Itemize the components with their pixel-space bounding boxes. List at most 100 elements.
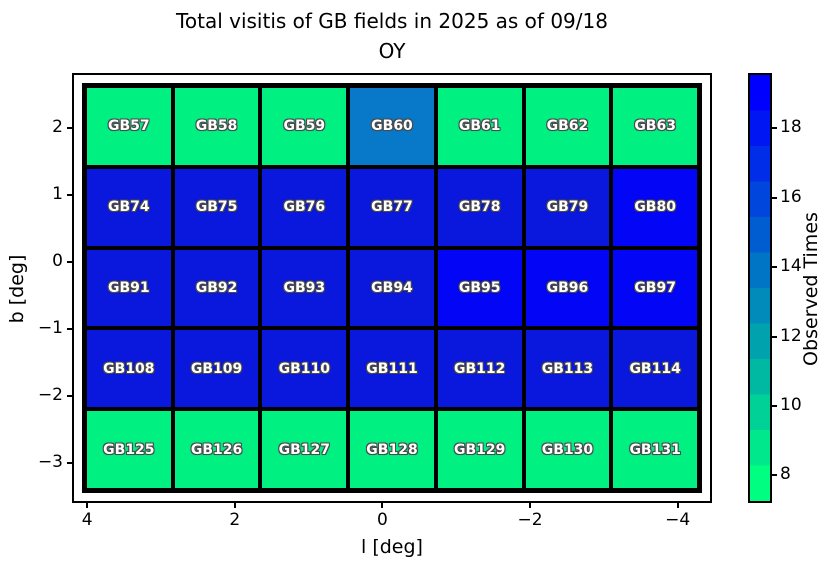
cell-label-GB80: GB80 bbox=[634, 199, 676, 216]
x-tick-mark bbox=[529, 503, 532, 508]
y-tick-mark bbox=[67, 194, 72, 197]
cell-label-GB94: GB94 bbox=[371, 279, 413, 296]
cell-label-GB58: GB58 bbox=[195, 118, 238, 135]
cell-label-GB129: GB129 bbox=[454, 441, 506, 458]
y-tick-mark bbox=[67, 328, 72, 331]
x-tick-mark bbox=[381, 503, 384, 508]
plot-area: GB57 GB58 GB59 GB60 GB61 GB62 GB63 GB74 GB75 GB76… bbox=[72, 73, 712, 503]
cell-GB97: GB97 bbox=[613, 249, 697, 327]
y-tick-mark bbox=[67, 461, 72, 464]
y-tick-mark bbox=[67, 261, 72, 264]
cell-GB131: GB131 bbox=[613, 411, 697, 488]
x-tick-label: 0 bbox=[376, 510, 388, 530]
cell-GB92: GB92 bbox=[174, 249, 259, 327]
cell-GB130: GB130 bbox=[525, 411, 610, 488]
colorbar-tick-label: 14 bbox=[780, 256, 802, 277]
cell-GB62: GB62 bbox=[525, 88, 610, 165]
cell-GB94: GB94 bbox=[350, 249, 434, 327]
y-tick-label: 0 bbox=[52, 251, 63, 272]
cell-label-GB79: GB79 bbox=[546, 199, 589, 216]
cell-GB80: GB80 bbox=[613, 168, 697, 246]
y-tick-label: −3 bbox=[37, 451, 63, 472]
x-tick-label: 2 bbox=[229, 510, 241, 530]
cell-label-GB108: GB108 bbox=[103, 360, 155, 377]
cell-GB127: GB127 bbox=[262, 411, 347, 488]
cell-label-GB125: GB125 bbox=[103, 441, 155, 458]
cell-label-GB127: GB127 bbox=[278, 441, 330, 458]
colorbar-tick-mark bbox=[772, 404, 777, 407]
cell-label-GB91: GB91 bbox=[108, 279, 150, 296]
cell-GB96: GB96 bbox=[525, 249, 610, 327]
cell-GB61: GB61 bbox=[437, 88, 522, 165]
cell-GB57: GB57 bbox=[87, 88, 171, 165]
cell-label-GB63: GB63 bbox=[634, 118, 676, 135]
x-tick-label: −2 bbox=[517, 510, 543, 530]
y-tick-label: 1 bbox=[52, 184, 63, 205]
colorbar-tick-mark bbox=[772, 196, 777, 199]
cell-label-GB110: GB110 bbox=[278, 360, 330, 377]
cell-GB75: GB75 bbox=[174, 168, 259, 246]
cell-label-GB111: GB111 bbox=[366, 360, 418, 377]
colorbar-tick-label: 18 bbox=[780, 117, 802, 138]
y-axis-label: b [deg] bbox=[6, 254, 28, 324]
cell-label-GB131: GB131 bbox=[629, 441, 681, 458]
heatmap-grid: GB57 GB58 GB59 GB60 GB61 GB62 GB63 GB74 GB75 GB76… bbox=[82, 83, 702, 493]
cell-GB129: GB129 bbox=[437, 411, 522, 488]
x-tick-label: 4 bbox=[81, 510, 93, 530]
cell-label-GB62: GB62 bbox=[546, 118, 589, 135]
cell-GB114: GB114 bbox=[613, 330, 697, 408]
cell-label-GB93: GB93 bbox=[283, 279, 326, 296]
cell-GB59: GB59 bbox=[262, 88, 347, 165]
cell-GB78: GB78 bbox=[437, 168, 522, 246]
cell-label-GB109: GB109 bbox=[190, 360, 243, 377]
cell-GB128: GB128 bbox=[350, 411, 434, 488]
y-tick-label: 2 bbox=[52, 117, 63, 138]
cell-label-GB78: GB78 bbox=[458, 199, 501, 216]
x-tick-mark bbox=[676, 503, 679, 508]
cell-GB63: GB63 bbox=[613, 88, 697, 165]
colorbar-tick-mark bbox=[772, 266, 777, 269]
cell-GB112: GB112 bbox=[437, 330, 522, 408]
colorbar-tick-mark bbox=[772, 335, 777, 338]
x-axis-label: l [deg] bbox=[361, 536, 423, 558]
chart-title-line1: Total visitis of GB fields in 2025 as of… bbox=[176, 9, 608, 33]
cell-label-GB128: GB128 bbox=[366, 441, 418, 458]
colorbar-tick-label: 12 bbox=[780, 325, 802, 346]
colorbar-tick-mark bbox=[772, 474, 777, 477]
y-tick-mark bbox=[67, 127, 72, 130]
cell-label-GB59: GB59 bbox=[283, 118, 326, 135]
cell-GB79: GB79 bbox=[525, 168, 610, 246]
chart-title: Total visitis of GB fields in 2025 as of… bbox=[72, 6, 712, 66]
cell-label-GB57: GB57 bbox=[108, 118, 150, 135]
cell-label-GB76: GB76 bbox=[283, 199, 326, 216]
cell-label-GB77: GB77 bbox=[371, 199, 413, 216]
cell-label-GB75: GB75 bbox=[195, 199, 238, 216]
x-tick-mark bbox=[86, 503, 89, 508]
cell-label-GB60: GB60 bbox=[371, 118, 413, 135]
cell-GB108: GB108 bbox=[87, 330, 171, 408]
x-tick-label: −4 bbox=[665, 510, 691, 530]
cell-label-GB114: GB114 bbox=[629, 360, 681, 377]
cell-GB93: GB93 bbox=[262, 249, 347, 327]
cell-GB110: GB110 bbox=[262, 330, 347, 408]
colorbar bbox=[748, 73, 772, 503]
y-tick-label: −2 bbox=[37, 385, 63, 406]
cell-GB77: GB77 bbox=[350, 168, 434, 246]
cell-label-GB130: GB130 bbox=[541, 441, 594, 458]
colorbar-label: Observed Times bbox=[800, 212, 822, 366]
y-tick-mark bbox=[67, 395, 72, 398]
cell-GB74: GB74 bbox=[87, 168, 171, 246]
cell-label-GB92: GB92 bbox=[195, 279, 238, 296]
chart-title-line2: OY bbox=[378, 39, 406, 63]
cell-GB58: GB58 bbox=[174, 88, 259, 165]
cell-GB60: GB60 bbox=[350, 88, 434, 165]
colorbar-tick-label: 16 bbox=[780, 186, 802, 207]
x-tick-mark bbox=[233, 503, 236, 508]
cell-GB95: GB95 bbox=[437, 249, 522, 327]
cell-label-GB61: GB61 bbox=[458, 118, 501, 135]
cell-GB76: GB76 bbox=[262, 168, 347, 246]
cell-label-GB74: GB74 bbox=[108, 199, 150, 216]
cell-GB109: GB109 bbox=[174, 330, 259, 408]
cell-GB113: GB113 bbox=[525, 330, 610, 408]
